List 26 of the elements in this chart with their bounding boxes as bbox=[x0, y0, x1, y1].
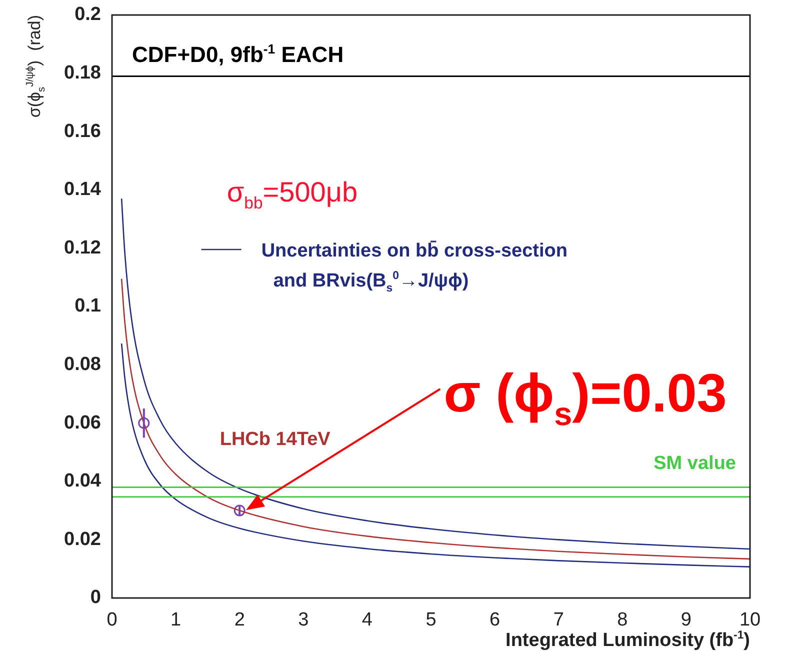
x-tick-label: 9 bbox=[680, 610, 692, 631]
x-tick-label: 4 bbox=[362, 610, 373, 631]
y-tick-label: 0 bbox=[90, 587, 101, 608]
x-tick-label: 0 bbox=[106, 610, 118, 631]
y-tick-label: 0.12 bbox=[64, 237, 101, 258]
y-axis-title: σ(ϕsJ/ψϕ) (rad) bbox=[25, 15, 48, 118]
x-tick-label: 3 bbox=[298, 610, 309, 631]
x-tick-label: 7 bbox=[553, 610, 564, 631]
line-series bbox=[120, 342, 750, 568]
x-tick-label: 6 bbox=[490, 610, 500, 631]
y-tick-label: 0.18 bbox=[64, 62, 101, 84]
y-tick-label: 0.16 bbox=[64, 120, 101, 142]
x-tick-label: 8 bbox=[617, 610, 628, 631]
y-tick-label: 0.1 bbox=[74, 296, 102, 317]
x-tick-label: 1 bbox=[170, 610, 182, 631]
y-tick-label: 0.2 bbox=[74, 4, 101, 26]
y-tick-label: 0.02 bbox=[64, 528, 101, 550]
x-tick-label: 5 bbox=[426, 610, 436, 631]
x-tick-label: 2 bbox=[234, 610, 245, 631]
ref-line-label: SM value bbox=[654, 453, 736, 474]
y-tick-label: 0.06 bbox=[64, 412, 101, 434]
x-tick-label: 10 bbox=[739, 610, 761, 631]
y-tick-label: 0.04 bbox=[64, 470, 102, 492]
y-tick-label: 0.08 bbox=[64, 354, 101, 376]
y-tick-label: 0.14 bbox=[64, 179, 102, 200]
text: LHCb 14TeV bbox=[220, 429, 331, 450]
